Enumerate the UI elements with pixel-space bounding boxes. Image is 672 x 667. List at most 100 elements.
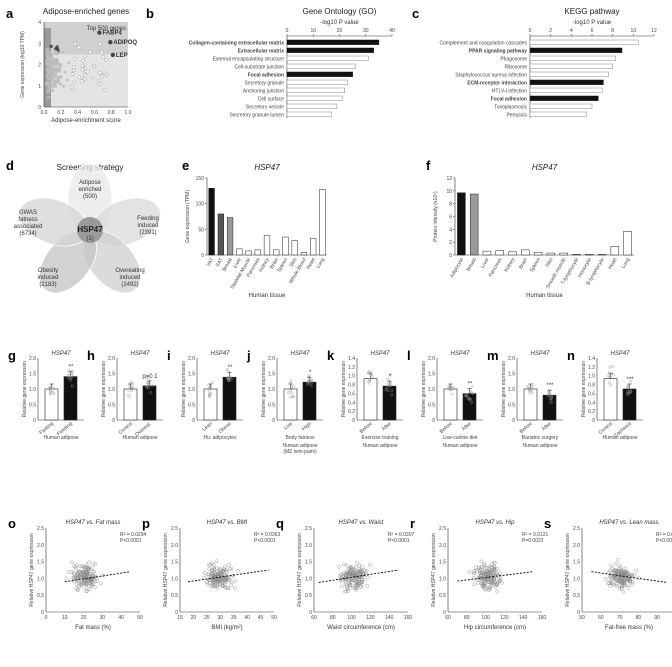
data-point [83,54,87,58]
data-point [351,574,356,578]
bar [282,236,289,256]
p-value-label: P<0.0001 [388,538,410,544]
data-point [615,570,620,574]
set-label: enriched [78,187,101,193]
data-point [84,589,89,593]
panel-letter-g: g [8,348,16,363]
category-label: Extracellular matrix [238,49,285,55]
data-point [228,378,232,382]
y-tick-label: 1.0 [29,387,36,393]
y-tick-label: 2.0 [29,356,36,362]
data-point [215,566,219,571]
data-point [344,582,348,587]
y-tick-label: 2.0 [428,356,435,362]
data-point [484,569,489,573]
r-squared-label: R² = 0.0363 [254,532,280,538]
y-tick-label: 1.0 [108,387,115,393]
bar [546,252,556,256]
y-tick-label: 0.6 [588,391,595,397]
data-point [388,384,392,388]
data-point [357,563,362,568]
y-tick-label: 1.0 [171,576,178,582]
set-count: (6734) [19,231,36,237]
chart-title: HSP47 [530,351,550,357]
data-point [65,78,69,82]
y-axis-label: Gene expression (log10 TPM) [20,31,26,98]
data-point [448,384,452,388]
data-point [226,586,231,591]
sublabel: Hu. adipocytes [203,435,237,441]
bar [319,189,326,256]
x-tick-label: 40 [244,615,250,621]
data-point [73,565,78,569]
data-point [67,369,71,373]
data-point [475,569,479,574]
y-tick-label: 0.5 [439,593,446,599]
data-point [209,385,212,389]
panel-letter-m: m [487,348,499,363]
data-point [384,388,388,392]
x-tick-label: 70 [617,615,623,621]
bar [529,63,613,69]
data-point [70,370,74,373]
data-point [548,390,552,394]
data-point [221,567,226,572]
data-point [477,566,481,570]
data-point [224,586,229,590]
y-tick-label: 0.8 [348,383,355,389]
data-point [102,88,107,92]
data-point [362,577,367,582]
data-point [88,587,92,591]
bar [273,249,280,256]
set-count: (2183) [39,282,56,288]
bar [300,252,308,256]
category-label: Collagen-containing extracellular matrix [189,41,285,47]
y-axis-label: Relative gene expression [22,361,28,417]
x-axis-label: Hip circumference (cm) [464,625,526,631]
data-point [207,387,211,390]
x-tick-label: 4 [570,28,573,34]
bar [469,193,479,256]
data-point [145,385,149,389]
data-point [480,584,485,589]
data-point [309,381,313,385]
data-point [354,564,358,569]
bar [123,388,138,421]
x-tick-label: 20 [81,615,87,621]
data-point [340,578,345,583]
data-point [364,569,369,573]
y-axis-label: Relative gene expression [501,361,507,417]
data-point [126,393,130,397]
y-tick-label: 2.5 [37,526,44,532]
data-point [387,384,391,388]
data-point [90,574,95,579]
data-point [627,574,631,579]
data-point [55,60,59,64]
data-point [489,565,494,570]
data-point [289,391,293,395]
data-point [498,576,503,581]
y-tick-label: 0 [309,610,312,616]
x-tick-label: 20 [337,28,343,34]
category-label: Ribosome [504,65,527,71]
data-point [487,588,491,592]
category-label: Before [439,421,454,435]
data-point [207,567,211,571]
data-point [49,63,53,67]
trend-line [187,569,269,583]
top-genes-annotation: Top 500 genes [87,26,126,32]
set-count: (2492) [121,282,138,288]
data-point [348,583,352,588]
category-label: Brain [269,257,280,270]
data-point [549,398,553,402]
bar [603,378,618,421]
y-tick-label: 3 [38,41,41,47]
x-tick-label: 120 [366,615,375,621]
data-point [476,575,481,580]
data-point [466,396,470,400]
data-point [227,563,231,567]
data-point [306,380,310,383]
x-axis-label: Human tissue [526,293,563,299]
data-point [85,567,90,572]
y-axis-label: Relative HSP47 gene expression [565,533,571,607]
